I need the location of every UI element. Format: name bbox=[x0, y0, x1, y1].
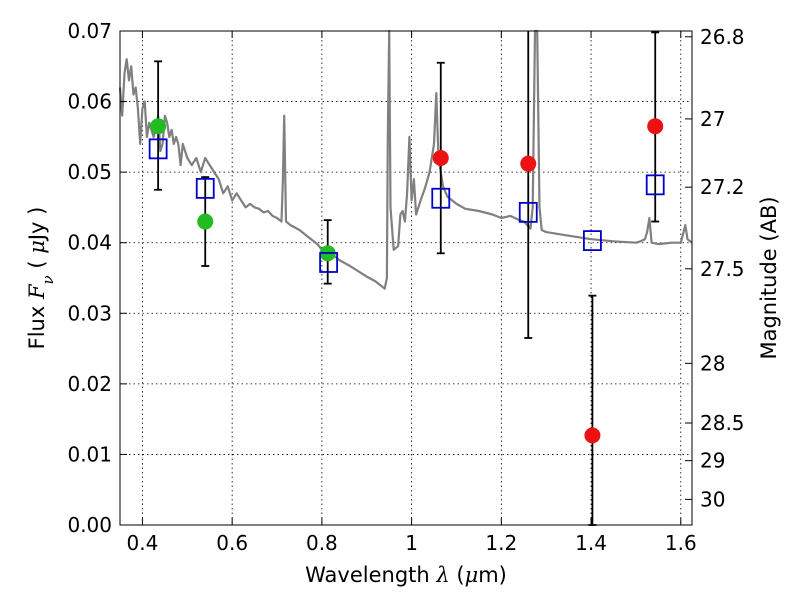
model-box bbox=[148, 138, 168, 160]
x-tick-label: 1.4 bbox=[575, 531, 607, 555]
f-nu-symbol: F bbox=[25, 283, 49, 300]
x-tick-label: 1.6 bbox=[665, 531, 697, 555]
y2-axis-label: Magnitude (AB) bbox=[757, 196, 781, 359]
y-tick-label: 0.05 bbox=[67, 160, 112, 184]
red-point bbox=[584, 427, 601, 444]
model-box bbox=[195, 177, 215, 199]
tick-layer: 0.4 0.6 0.8 1 1.2 1.4 1.6 0.00 0.01 0.02 0.03 0.04 0… bbox=[67, 19, 744, 555]
y-axis-label: Flux Fν ( μJy ) bbox=[25, 207, 57, 350]
model-box bbox=[431, 187, 451, 209]
errorbar-layer bbox=[154, 31, 660, 526]
x-axis-label: Wavelength λ (μm) bbox=[305, 563, 507, 587]
plot-frame bbox=[119, 30, 693, 526]
y-tick-label: 0.07 bbox=[67, 19, 112, 43]
grid-layer bbox=[120, 30, 692, 526]
y2-tick-label: 27.5 bbox=[700, 257, 745, 281]
red-point bbox=[432, 150, 449, 167]
x-tick-label: 0.6 bbox=[216, 531, 248, 555]
red-point bbox=[647, 118, 664, 135]
y2-tick-label: 28.5 bbox=[700, 411, 745, 435]
mu-symbol: μ bbox=[25, 240, 49, 254]
y-tick-label: 0.00 bbox=[67, 513, 112, 537]
model-box bbox=[583, 230, 602, 251]
green-point bbox=[197, 213, 214, 230]
y-tick-label: 0.03 bbox=[67, 301, 112, 325]
y-tick-label: 0.06 bbox=[67, 90, 112, 114]
nu-subscript: ν bbox=[39, 275, 57, 284]
lambda-symbol: λ bbox=[435, 563, 449, 587]
x-tick-label: 0.4 bbox=[127, 531, 159, 555]
y-tick-label: 0.04 bbox=[67, 231, 112, 255]
model-box bbox=[518, 201, 538, 223]
y2-tick-label: 27 bbox=[700, 107, 725, 131]
x-tick-label: 0.8 bbox=[306, 531, 338, 555]
model-box bbox=[319, 252, 339, 273]
y2-tick-label: 26.8 bbox=[700, 25, 745, 49]
red-point bbox=[520, 155, 537, 172]
x-tick-label: 1 bbox=[405, 531, 418, 555]
y-tick-label: 0.01 bbox=[67, 442, 112, 466]
x-tick-label: 1.2 bbox=[485, 531, 517, 555]
y2-tick-label: 29 bbox=[700, 449, 725, 473]
marker-layer bbox=[148, 118, 665, 444]
y2-tick-label: 28 bbox=[700, 351, 725, 375]
y-tick-label: 0.02 bbox=[67, 372, 112, 396]
model-box bbox=[645, 174, 665, 196]
green-point bbox=[150, 118, 167, 135]
y2-tick-label: 27.2 bbox=[700, 175, 745, 199]
mu-symbol: μ bbox=[465, 563, 479, 587]
y2-tick-label: 30 bbox=[700, 487, 725, 511]
